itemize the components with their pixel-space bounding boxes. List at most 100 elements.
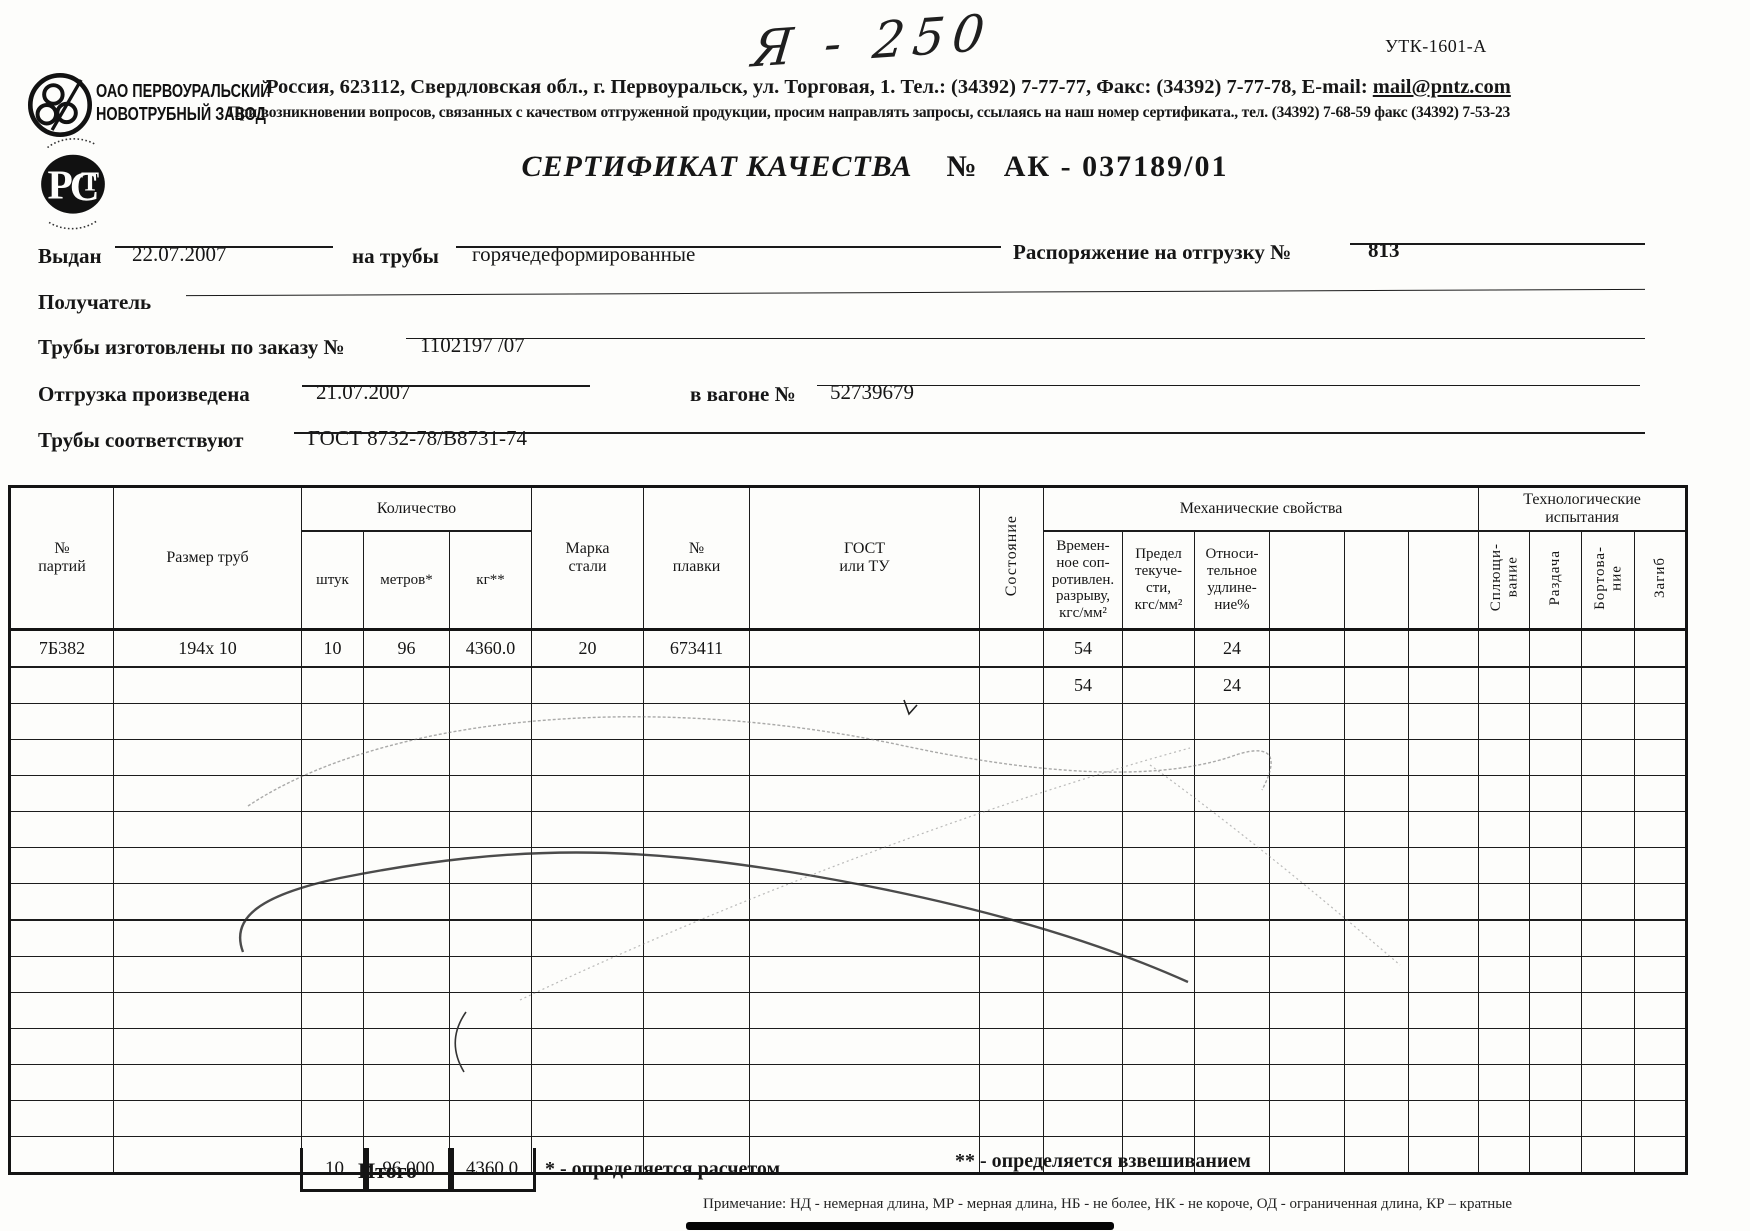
company-name-line1: ОАО ПЕРВОУРАЛЬСКИЙ: [96, 81, 271, 101]
table-cell: [1122, 739, 1196, 776]
table-cell: [1408, 629, 1480, 668]
table-row: [9, 847, 1688, 884]
table-cell: 20: [531, 629, 645, 668]
table-cell: [363, 847, 450, 884]
table-cell: [448, 992, 533, 1029]
table-cell: [1529, 629, 1583, 668]
table-cell: [531, 956, 645, 993]
table-cell: [1122, 811, 1196, 848]
col-header-flanging: Бортова- ние: [1581, 530, 1636, 631]
table-cell: [9, 1136, 114, 1174]
table-cell: [643, 1028, 751, 1065]
table-cell: 10: [301, 629, 364, 668]
table-cell: [1478, 629, 1531, 668]
table-cell: [448, 1028, 533, 1065]
ship-order-label: Распоряжение на отгрузку №: [1013, 240, 1292, 264]
handwritten-number: Я - 250: [749, 3, 996, 79]
table-cell: [1344, 919, 1410, 957]
rst-certification-icon: Р С Т: [33, 138, 113, 237]
table-cell: [1194, 1064, 1271, 1101]
table-cell: [363, 919, 450, 957]
table-cell: [1408, 847, 1480, 884]
table-cell: [363, 992, 450, 1029]
table-cell: [1043, 992, 1124, 1029]
table-cell: [301, 666, 364, 704]
table-cell: [1344, 847, 1410, 884]
table-cell: [363, 703, 450, 740]
table-cell: [363, 956, 450, 993]
table-cell: [531, 1028, 645, 1065]
table-cell: [1194, 883, 1271, 921]
table-cell: [301, 847, 364, 884]
table-row: [9, 775, 1688, 812]
table-cell: [1043, 956, 1124, 993]
table-cell: [1122, 1064, 1196, 1101]
table-cell: [643, 1100, 751, 1137]
table-cell: [643, 666, 751, 704]
table-cell: 194х 10: [113, 629, 302, 668]
table-row: [9, 811, 1688, 848]
table-cell: [1122, 666, 1196, 704]
table-cell: [113, 883, 302, 921]
table-cell: [113, 1028, 302, 1065]
receiver-underline: [186, 288, 1645, 297]
table-cell: [9, 919, 114, 957]
footnote-calculated: * - определяется расчетом: [545, 1158, 781, 1180]
table-cell: [1634, 739, 1688, 776]
table-cell: [301, 811, 364, 848]
wagon-underline: [817, 385, 1640, 386]
table-cell: [1408, 666, 1480, 704]
col-header-expansion-label: Раздача: [1547, 549, 1564, 606]
table-cell: [979, 919, 1045, 957]
table-cell: [448, 1100, 533, 1137]
table-cell: [9, 1028, 114, 1065]
scan-artifact-bar: [686, 1222, 1114, 1230]
table-cell: 96: [363, 629, 450, 668]
table-cell: [979, 1100, 1045, 1137]
table-cell: [113, 739, 302, 776]
table-cell: [113, 919, 302, 957]
made-order-label: Трубы изготовлены по заказу №: [38, 335, 345, 359]
table-cell: [979, 1028, 1045, 1065]
table-cell: [1043, 919, 1124, 957]
col-header-meters: метров*: [363, 530, 450, 631]
table-cell: [448, 1064, 533, 1101]
table-cell: [363, 739, 450, 776]
table-cell: [979, 703, 1045, 740]
table-cell: 7Б382: [9, 629, 114, 668]
wagon-value: 52739679: [830, 380, 914, 404]
table-cell: [1581, 1100, 1636, 1137]
table-cell: [113, 703, 302, 740]
table-cell: [1122, 703, 1196, 740]
table-cell: [363, 883, 450, 921]
table-cell: [643, 739, 751, 776]
table-cell: [531, 992, 645, 1029]
made-order-underline: [406, 338, 1645, 339]
table-cell: [1634, 1100, 1688, 1137]
table-row: [9, 703, 1688, 740]
table-row: [9, 1028, 1688, 1065]
col-header-kg: кг**: [448, 530, 533, 631]
table-cell: [1634, 666, 1688, 704]
col-header-gost: ГОСТ или ТУ: [749, 486, 981, 631]
conform-underline: [294, 432, 1645, 434]
table-cell: [1478, 739, 1531, 776]
table-cell: [1122, 847, 1196, 884]
table-cell: [979, 956, 1045, 993]
table-cell: [1408, 883, 1480, 921]
table-cell: [9, 811, 114, 848]
table-cell: [448, 703, 533, 740]
table-cell: [749, 1100, 981, 1137]
table-cell: [448, 883, 533, 921]
table-cell: [1408, 1028, 1480, 1065]
table-cell: [1122, 883, 1196, 921]
table-cell: [1344, 992, 1410, 1029]
table-cell: [1269, 666, 1346, 704]
rst-letter-c: С: [70, 163, 100, 209]
table-cell: [1269, 847, 1346, 884]
table-cell: [1194, 1100, 1271, 1137]
table-cell: [1408, 956, 1480, 993]
table-cell: [1529, 739, 1583, 776]
table-cell: [113, 847, 302, 884]
table-cell: [1529, 811, 1583, 848]
